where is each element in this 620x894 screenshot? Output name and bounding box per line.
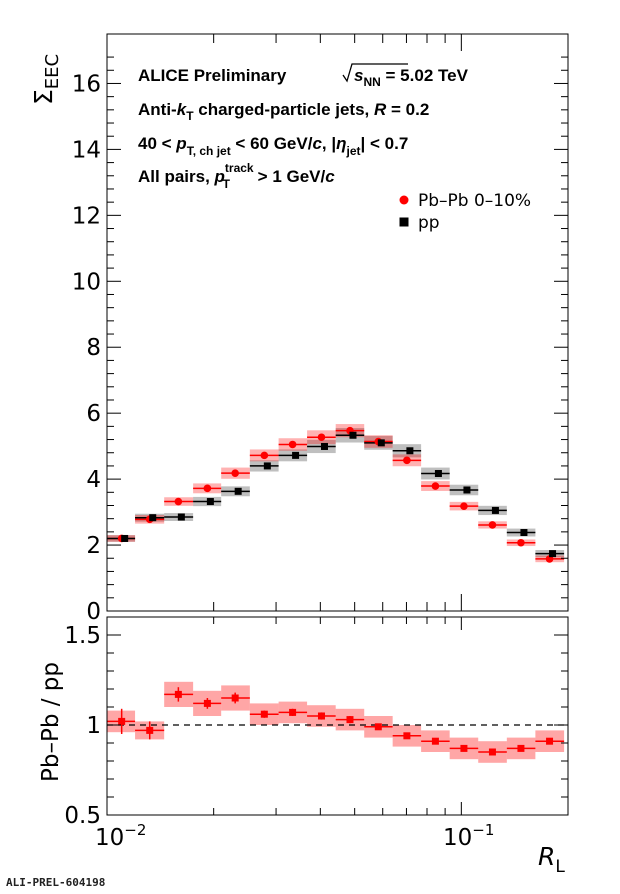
annotation-block: ALICE Preliminary sNN = 5.02 TeV Anti-kT… (138, 63, 469, 191)
pp-point (263, 462, 271, 470)
pbpb-point (460, 502, 468, 510)
legend-label-pp: pp (418, 213, 440, 233)
pbpb-point (431, 482, 440, 490)
pp-point (349, 431, 357, 439)
y-tick-label: 1 (86, 713, 101, 739)
pp-point (234, 487, 242, 495)
ratio-point (118, 717, 126, 725)
ratio-point (260, 710, 268, 718)
top-axes: 0 2 4 6 8 10 12 14 16 (72, 34, 569, 625)
top-data-marks (107, 426, 565, 563)
pp-point (377, 439, 385, 447)
ratio-point (289, 708, 297, 716)
pbpb-point (317, 433, 326, 442)
pbpb-point (403, 456, 411, 465)
bottom-axes: 0.5 1 1.5 (64, 616, 569, 829)
pbpb-point (488, 521, 497, 529)
legend: Pb–Pb 0–10% pp (399, 191, 531, 233)
bottom-data-marks (107, 687, 565, 756)
pp-point (320, 442, 328, 450)
x-tick-label-0.1: 10−1 (443, 821, 494, 851)
pp-point (549, 550, 557, 558)
y-tick-label: 0.5 (64, 803, 101, 829)
pp-point (149, 514, 157, 522)
pbpb-point (174, 497, 183, 506)
y-tick-label: 6 (86, 401, 101, 427)
pp-point (463, 486, 471, 494)
pbpb-point (260, 451, 269, 460)
ratio-point (203, 699, 211, 707)
top-systematic-boxes (107, 424, 565, 563)
ratio-point (374, 723, 382, 731)
bottom-panel-frame (106, 616, 569, 816)
pp-point (520, 529, 528, 537)
pp-point (406, 447, 414, 455)
pp-point (121, 534, 129, 542)
pp-point (177, 513, 185, 521)
x-tick-label-0.01: 10−2 (95, 821, 146, 851)
y-tick-label: 16 (72, 71, 101, 97)
legend-marker-pp (399, 217, 409, 227)
pp-point (292, 451, 300, 459)
ratio-point (460, 744, 468, 752)
x-axis-label: RL (538, 842, 565, 877)
top-y-axis-label: ΣEEC (29, 54, 63, 105)
y-tick-label: 12 (72, 203, 101, 229)
annotation-pt-range: 40 < pT, ch jet < 60 GeV/c, |ηjet| < 0.7 (138, 134, 408, 158)
pbpb-point (203, 484, 212, 493)
pp-point (434, 470, 442, 478)
ratio-point (431, 737, 439, 745)
ratio-point (231, 694, 239, 702)
top-panel-frame (106, 33, 569, 612)
bottom-y-axis-label: Pb–Pb / pp (38, 662, 64, 782)
legend-label-pbpb: Pb–Pb 0–10% (418, 191, 531, 211)
annotation-alice-preliminary: ALICE Preliminary (138, 66, 287, 85)
y-tick-label: 8 (86, 335, 101, 361)
pbpb-point (517, 538, 525, 547)
ratio-point (317, 712, 325, 720)
figure-id-label: ALI-PREL-604198 (6, 876, 106, 889)
annotation-sqrt-s: sNN = 5.02 TeV (342, 63, 469, 89)
y-tick-label: 2 (86, 533, 101, 559)
svg-text:sNN = 5.02 TeV: sNN = 5.02 TeV (354, 66, 469, 89)
annotation-jets: Anti-kT charged-particle jets, R = 0.2 (138, 100, 429, 123)
ratio-point (174, 690, 182, 698)
pbpb-point (288, 440, 297, 449)
ratio-point (517, 744, 525, 752)
ratio-point (346, 716, 354, 724)
ratio-point (146, 726, 154, 734)
annotation-track-cut: All pairs, ptrack T > 1 GeV/c (138, 161, 335, 191)
ratio-point (546, 737, 554, 745)
y-tick-label: 0 (86, 599, 101, 625)
ratio-point (403, 732, 411, 740)
y-tick-label: 14 (72, 137, 101, 163)
ratio-point (488, 748, 496, 756)
pp-point (206, 498, 214, 506)
y-tick-label: 1.5 (64, 623, 101, 649)
y-tick-label: 4 (86, 467, 101, 493)
pbpb-point (231, 469, 239, 477)
bottom-panel: 0.5 1 1.5 Pb–Pb / pp 10−2 10−1 RL (38, 616, 569, 877)
pp-point (491, 506, 499, 514)
y-tick-label: 10 (72, 269, 101, 295)
top-panel: 0 2 4 6 8 10 12 14 16 ΣEEC ALICE Preliminary sNN… (29, 33, 569, 625)
legend-marker-pbpb (399, 195, 409, 205)
